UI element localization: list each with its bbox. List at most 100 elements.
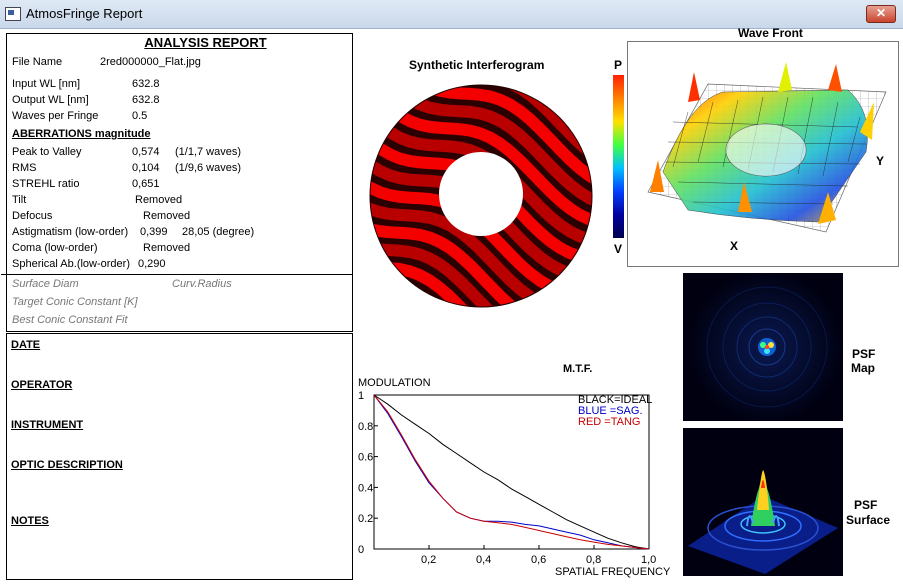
astigmatism-label: Astigmatism (low-order) [12, 226, 129, 238]
interferogram-fringe [360, 175, 600, 302]
interferogram-fringe [450, 80, 600, 166]
interferogram-fringe [360, 125, 600, 266]
instrument-heading: INSTRUMENT [11, 419, 84, 431]
astigmatism-angle: 28,05 (degree) [182, 226, 255, 238]
mtf-xtick-label: 0,6 [531, 554, 546, 565]
mtf-series-ideal [373, 394, 650, 550]
window-titlebar [0, 0, 903, 29]
mtf-xlabel: SPATIAL FREQUENCY [555, 566, 671, 578]
waves-per-fringe-label: Waves per Fringe [12, 110, 99, 122]
interferogram-fringe [360, 219, 548, 320]
optic-description-heading: OPTIC DESCRIPTION [11, 459, 123, 471]
wavefront-title: Wave Front [738, 26, 803, 40]
psf-map-image [683, 273, 843, 421]
mtf-title: M.T.F. [563, 363, 593, 375]
window-title: AtmosFringe Report [26, 6, 143, 21]
analysis-report-panel: ANALYSIS REPORT File Name 2red000000_Fla… [1, 33, 353, 332]
psf-surface-label-2: Surface [846, 513, 891, 527]
mtf-series-tang [373, 394, 650, 550]
file-name-label: File Name [12, 56, 63, 68]
mtf-xtick-label: 0,8 [586, 554, 601, 565]
mtf-legend-sag: BLUE =SAG. [578, 405, 643, 417]
strehl-value: 0,651 [132, 178, 160, 190]
rms-value: 0,104 [132, 162, 160, 174]
interferogram-title: Synthetic Interferogram [409, 58, 545, 72]
input-wl-value: 632.8 [132, 78, 160, 90]
defocus-label: Defocus [12, 210, 53, 222]
interferogram-fringe [360, 296, 430, 320]
rms-label: RMS [12, 162, 37, 174]
mtf-xtick-label: 0,2 [421, 554, 436, 565]
peak-to-valley-label: Peak to Valley [12, 146, 82, 158]
astigmatism-value: 0,399 [140, 226, 168, 238]
wavefront-scale-bottom: V [614, 242, 623, 256]
mtf-series-sag [373, 394, 650, 550]
mtf-ytick-label: 0.6 [358, 452, 373, 464]
psf-surface-plot [688, 470, 838, 574]
operator-heading: OPERATOR [11, 379, 73, 391]
surface-diam-label: Surface Diam [12, 278, 79, 290]
app-icon [5, 7, 21, 21]
mtf-ytick-label: 0 [358, 544, 364, 556]
strehl-label: STREHL ratio [12, 178, 80, 190]
notes-panel: DATE OPERATOR INSTRUMENT OPTIC DESCRIPTI… [6, 333, 353, 580]
psf-map-label-1: PSF [852, 347, 876, 361]
wavefront-surface [647, 62, 887, 233]
defocus-value: Removed [143, 210, 191, 222]
wavefront-plot: X Y [627, 41, 899, 267]
mtf-xtick-label: 1,0 [641, 554, 656, 565]
rms-waves: (1/9,6 waves) [175, 162, 242, 174]
psf-surface-label-1: PSF [854, 498, 878, 512]
tilt-value: Removed [135, 194, 183, 206]
peak-to-valley-waves: (1/1,7 waves) [175, 146, 242, 158]
interferogram-fringe [376, 80, 600, 209]
tilt-label: Tilt [12, 194, 27, 206]
interferogram-fringe [404, 80, 600, 188]
peak-to-valley-value: 0,574 [132, 146, 160, 158]
interferogram-fringe [360, 259, 482, 320]
wavefront-color-scale [613, 75, 624, 238]
aberrations-heading: ABERRATIONS magnitude [12, 128, 151, 140]
input-wl-label: Input WL [nm] [12, 78, 81, 90]
interferogram-fringe [360, 240, 508, 320]
wavefront-scale-top: P [614, 58, 623, 72]
wavefront-axis-y: Y [876, 154, 885, 168]
mtf-ytick-label: 0.4 [358, 482, 373, 494]
date-heading: DATE [11, 339, 41, 351]
interferogram-fringe [360, 278, 456, 320]
mtf-legend-tang: RED =TANG [578, 416, 641, 428]
mtf-xtick-label: 0,4 [476, 554, 491, 565]
interferogram-fringe [360, 80, 600, 229]
mtf-ytick-label: 1 [358, 390, 364, 402]
waves-per-fringe-value: 0.5 [132, 110, 148, 122]
spherical-label: Spherical Ab.(low-order) [12, 258, 130, 270]
mtf-plot-frame [373, 394, 650, 550]
best-conic-label: Best Conic Constant Fit [12, 314, 128, 326]
mtf-ytick-label: 0.2 [358, 513, 373, 525]
output-wl-label: Output WL [nm] [12, 94, 89, 106]
psf-map-label-2: Map [851, 361, 875, 375]
close-button[interactable]: ✕ [866, 5, 896, 23]
file-name-value: 2red000000_Flat.jpg [100, 56, 201, 68]
wavefront-axis-x: X [730, 239, 739, 253]
report-heading-row: ANALYSIS REPORT [7, 34, 352, 52]
mtf-ytick-label: 0.8 [358, 421, 373, 433]
mtf-legend-ideal: BLACK=IDEAL [578, 394, 653, 406]
spherical-value: 0,290 [138, 258, 166, 270]
divider [1, 274, 352, 275]
psf-surface-image [683, 428, 843, 576]
curv-radius-label: Curv.Radius [172, 278, 232, 290]
mtf-chart: 0 0.2 0.4 0.6 0.8 1 0,2 0,4 0,6 0,8 1,0 [358, 390, 656, 565]
coma-label: Coma (low-order) [12, 242, 98, 254]
interferogram-fringe [531, 80, 600, 143]
interferogram-fringe [360, 198, 600, 320]
target-conic-label: Target Conic Constant [K] [12, 296, 138, 308]
coma-value: Removed [143, 242, 191, 254]
psf-map-rings [706, 286, 828, 408]
report-heading: ANALYSIS REPORT [144, 35, 267, 50]
output-wl-value: 632.8 [132, 94, 160, 106]
synthetic-interferogram [360, 80, 600, 320]
interferogram-fringe [360, 151, 600, 284]
interferogram-fringe [360, 100, 600, 248]
mtf-ylabel: MODULATION [358, 377, 431, 389]
